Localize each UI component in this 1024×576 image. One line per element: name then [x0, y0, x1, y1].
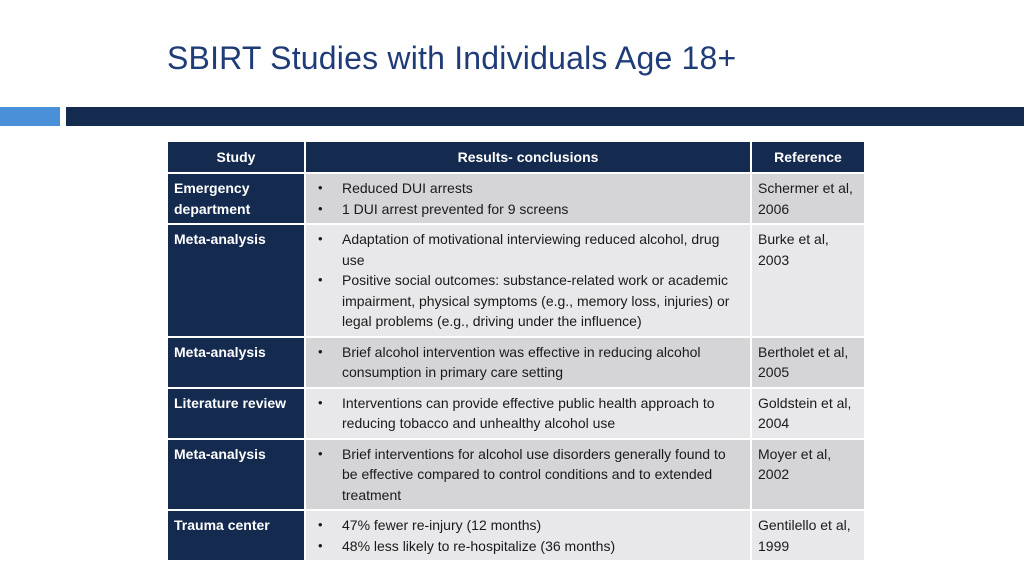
result-text: 1 DUI arrest prevented for 9 screens — [342, 200, 569, 217]
study-cell: Meta-analysis — [166, 223, 306, 338]
results-cell: • Brief alcohol intervention was effectiv… — [304, 335, 752, 389]
results-cell: • Reduced DUI arrests • 1 DUI arrest preve… — [304, 172, 752, 225]
result-item: • 48% less likely to re-hospitalize (36 m… — [318, 536, 744, 557]
result-item: • Brief interventions for alcohol use dis… — [318, 444, 744, 506]
result-text: Brief interventions for alcohol use diso… — [342, 445, 726, 503]
result-text: Positive social outcomes: substance-rela… — [342, 272, 730, 329]
study-cell: Meta-analysis — [166, 437, 306, 511]
accent-bar-light — [0, 107, 60, 126]
slide-title: SBIRT Studies with Individuals Age 18+ — [167, 40, 737, 76]
header-results: Results- conclusions — [304, 140, 752, 174]
results-list: • Brief alcohol intervention was effectiv… — [312, 342, 744, 383]
study-cell: Meta-analysis — [166, 335, 306, 389]
table-row: Meta-analysis • Brief alcohol interventio… — [166, 335, 866, 389]
result-item: • Interventions can provide effective pub… — [318, 393, 744, 434]
bullet-icon: • — [318, 231, 323, 246]
accent-bar-dark — [66, 107, 1024, 126]
results-cell: • Brief interventions for alcohol use dis… — [304, 437, 752, 511]
result-text: Adaptation of motivational interviewing … — [342, 231, 720, 268]
bullet-icon: • — [318, 272, 323, 287]
reference-cell: Bertholet et al, 2005 — [750, 335, 866, 389]
results-list: • Reduced DUI arrests • 1 DUI arrest preve… — [312, 178, 744, 219]
table-row: Meta-analysis • Adaptation of motivationa… — [166, 223, 866, 338]
result-item: • Adaptation of motivational interviewing… — [318, 229, 744, 270]
bullet-icon: • — [318, 180, 323, 195]
result-text: Brief alcohol intervention was effective… — [342, 343, 701, 381]
bullet-icon: • — [318, 445, 323, 461]
bullet-icon: • — [318, 343, 323, 359]
reference-cell: Gentilello et al, 1999 — [750, 509, 866, 562]
bullet-icon: • — [318, 200, 323, 216]
table-row: Trauma center • 47% fewer re-injury (12 m… — [166, 509, 866, 562]
study-cell: Emergency department — [166, 172, 306, 225]
results-cell: • Interventions can provide effective pub… — [304, 386, 752, 440]
reference-cell: Burke et al, 2003 — [750, 223, 866, 338]
bullet-icon: • — [318, 517, 323, 532]
reference-cell: Moyer et al, 2002 — [750, 437, 866, 511]
result-item: • Positive social outcomes: substance-rel… — [318, 270, 744, 332]
results-list: • Interventions can provide effective pub… — [312, 393, 744, 434]
result-item: • 1 DUI arrest prevented for 9 screens — [318, 199, 744, 220]
result-item: • 47% fewer re-injury (12 months) — [318, 515, 744, 536]
header-study: Study — [166, 140, 306, 174]
result-text: 48% less likely to re-hospitalize (36 mo… — [342, 537, 616, 554]
results-list: • Brief interventions for alcohol use dis… — [312, 444, 744, 506]
table-row: Meta-analysis • Brief interventions for a… — [166, 437, 866, 511]
results-list: • Adaptation of motivational interviewing… — [312, 229, 744, 332]
studies-table: Study Results- conclusions Reference Eme… — [166, 140, 866, 562]
reference-cell: Goldstein et al, 2004 — [750, 386, 866, 440]
study-cell: Trauma center — [166, 509, 306, 562]
bullet-icon: • — [318, 394, 323, 410]
result-text: Interventions can provide effective publ… — [342, 394, 715, 432]
results-list: • 47% fewer re-injury (12 months) • 48% le… — [312, 515, 744, 556]
result-item: • Brief alcohol intervention was effectiv… — [318, 342, 744, 383]
results-cell: • Adaptation of motivational interviewing… — [304, 223, 752, 338]
result-text: 47% fewer re-injury (12 months) — [342, 517, 542, 533]
study-cell: Literature review — [166, 386, 306, 440]
table-row: Literature review • Interventions can pro… — [166, 386, 866, 440]
table-header-row: Study Results- conclusions Reference — [166, 140, 866, 174]
table-row: Emergency department • Reduced DUI arrest… — [166, 172, 866, 225]
results-cell: • 47% fewer re-injury (12 months) • 48% le… — [304, 509, 752, 562]
bullet-icon: • — [318, 537, 323, 553]
header-reference: Reference — [750, 140, 866, 174]
result-item: • Reduced DUI arrests — [318, 178, 744, 199]
result-text: Reduced DUI arrests — [342, 180, 473, 196]
reference-cell: Schermer et al, 2006 — [750, 172, 866, 225]
